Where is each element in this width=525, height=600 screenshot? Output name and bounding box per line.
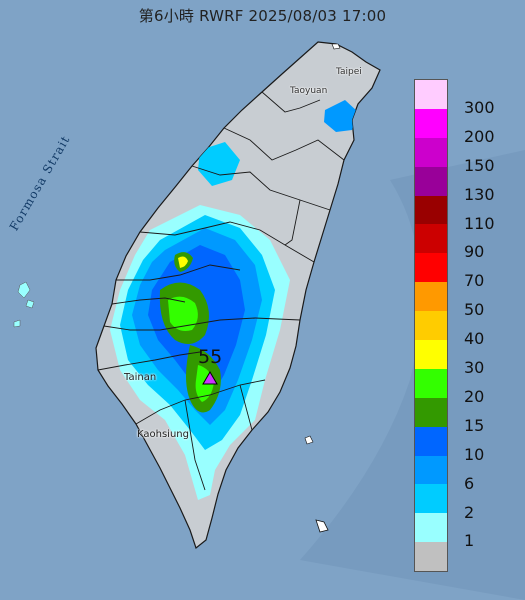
place-label-tainan: Tainan	[124, 372, 157, 383]
legend-label: 50	[464, 300, 485, 320]
map-title: 第6小時 RWRF 2025/08/03 17:00	[138, 7, 387, 25]
legend-label: 150	[464, 155, 495, 175]
legend-swatch	[415, 340, 447, 369]
place-label-kaohsiung: Kaohsiung	[137, 429, 189, 440]
legend-swatch	[415, 542, 447, 572]
legend-label: 90	[464, 242, 485, 262]
legend-label: 20	[464, 386, 485, 406]
legend-swatch	[415, 253, 447, 283]
orchid-island	[304, 435, 314, 445]
legend-swatch	[415, 166, 447, 196]
legend-label: 15	[464, 415, 485, 435]
ocean-texture	[300, 150, 525, 600]
place-label-taoyuan: Taoyuan	[290, 86, 328, 96]
legend-label: 110	[464, 213, 495, 233]
legend-swatch	[415, 80, 447, 109]
legend-label: 2	[464, 502, 475, 522]
green-island	[315, 519, 329, 533]
penghu-islands	[13, 281, 35, 328]
legend-label: 70	[464, 271, 485, 291]
legend-swatch	[415, 282, 447, 312]
legend-label: 30	[464, 358, 485, 377]
legend-label: 40	[464, 329, 485, 349]
legend-swatch	[415, 137, 447, 167]
legend-swatch	[415, 368, 447, 398]
northern-islet	[331, 43, 341, 50]
legend-swatch	[415, 484, 447, 514]
color-legend	[414, 79, 448, 573]
legend-swatch	[415, 108, 447, 138]
legend-swatch	[415, 195, 447, 225]
legend-label: 10	[464, 444, 485, 464]
place-label-taipei: Taipei	[336, 67, 362, 77]
legend-swatch	[415, 455, 447, 485]
max-rainfall-value: 55	[198, 346, 223, 368]
legend-swatch	[415, 426, 447, 456]
legend-label: 130	[464, 184, 495, 204]
legend-label: 6	[464, 473, 475, 493]
legend-swatch	[415, 513, 447, 543]
county-borders	[97, 91, 345, 491]
legend-swatch	[415, 397, 447, 427]
triangle-marker-icon	[202, 371, 218, 385]
legend-label: 300	[464, 97, 495, 117]
legend-label: 200	[464, 126, 495, 146]
legend-label: 1	[464, 531, 475, 551]
legend-swatch	[415, 311, 447, 341]
legend-swatch	[415, 224, 447, 254]
